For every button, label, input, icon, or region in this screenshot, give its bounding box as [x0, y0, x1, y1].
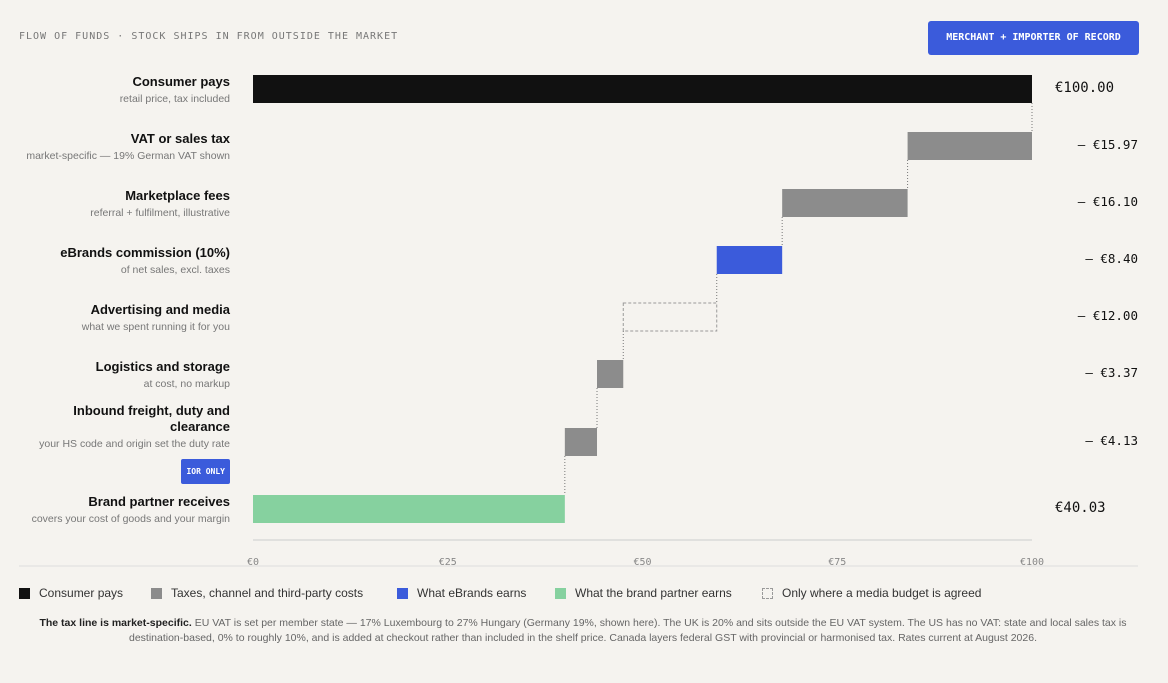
row-title: Brand partner receives: [88, 494, 230, 509]
value-label: – €8.40: [1085, 251, 1138, 266]
badge-wrap: IOR ONLY: [15, 450, 230, 484]
bar: [782, 189, 908, 217]
legend-item: Consumer pays: [19, 586, 123, 600]
row-label: Logistics and storage at cost, no markup: [15, 359, 230, 390]
row-label: Advertising and media what we spent runni…: [15, 302, 230, 333]
bar: [716, 246, 783, 274]
row-sublabel: what we spent running it for you: [81, 321, 230, 333]
row-sublabel: at cost, no markup: [143, 378, 230, 390]
header-title: FLOW OF FUNDS · STOCK SHIPS IN FROM OUTS…: [19, 31, 399, 42]
legend-swatch: [397, 587, 408, 599]
legend-item: What eBrands earns: [397, 586, 526, 600]
row-label: eBrands commission (10%) of net sales, ex…: [15, 245, 230, 276]
x-tick-label: €50: [633, 557, 651, 568]
row-label: VAT or sales tax market-specific — 19% Ge…: [15, 131, 230, 162]
footnote-bold: The tax line is market-specific.: [39, 617, 192, 629]
row-sublabel: referral + fulfilment, illustrative: [90, 207, 230, 219]
row-sublabel: market-specific — 19% German VAT shown: [26, 150, 230, 162]
mode-button[interactable]: MERCHANT + IMPORTER OF RECORD: [928, 21, 1139, 55]
row-title: Marketplace fees: [125, 188, 230, 203]
row-sublabel: retail price, tax included: [119, 93, 230, 105]
row-title: Inbound freight, duty and clearance: [73, 403, 230, 434]
bar: [907, 132, 1032, 160]
value-label: – €4.13: [1085, 433, 1138, 448]
x-tick-label: €100: [1020, 557, 1044, 568]
legend-item: What the brand partner earns: [555, 586, 732, 600]
legend-label: Only where a media budget is agreed: [782, 586, 982, 600]
legend-swatch: [19, 587, 30, 599]
footnote-text: EU VAT is set per member state — 17% Lux…: [128, 617, 1127, 644]
row-title: Advertising and media: [90, 302, 230, 317]
row-sublabel: covers your cost of goods and your margi…: [31, 513, 230, 525]
row-label: Inbound freight, duty and clearance your …: [15, 403, 230, 484]
legend-item: Only where a media budget is agreed: [762, 586, 981, 600]
row-title: Consumer pays: [132, 74, 230, 89]
row-title: eBrands commission (10%): [60, 245, 230, 260]
legend-label: Taxes, channel and third-party costs: [171, 586, 364, 600]
legend-label: What eBrands earns: [417, 586, 527, 600]
bar: [622, 302, 718, 332]
x-tick-label: €75: [828, 557, 846, 568]
x-tick-label: €0: [247, 557, 259, 568]
legend-item: Taxes, channel and third-party costs: [151, 586, 363, 600]
legend-label: What the brand partner earns: [575, 586, 732, 600]
badge: IOR ONLY: [181, 459, 230, 484]
legend-swatch: [555, 587, 566, 599]
value-label: – €15.97: [1077, 137, 1138, 152]
row-label: Consumer pays retail price, tax included: [15, 74, 230, 105]
bar: [597, 360, 624, 388]
footnote: The tax line is market-specific. EU VAT …: [28, 616, 1138, 646]
row-label: Brand partner receives covers your cost o…: [15, 494, 230, 525]
row-sublabel: your HS code and origin set the duty rat…: [39, 438, 230, 450]
bar: [253, 495, 565, 523]
value-label: €100.00: [1055, 80, 1115, 96]
value-label: – €12.00: [1077, 308, 1138, 323]
bar: [564, 428, 598, 456]
legend-swatch: [151, 587, 162, 599]
value-label: – €16.10: [1077, 194, 1138, 209]
legend-label: Consumer pays: [39, 586, 124, 600]
value-label: €40.03: [1055, 500, 1106, 516]
value-label: – €3.37: [1085, 365, 1138, 380]
row-sublabel: of net sales, excl. taxes: [120, 264, 230, 276]
legend-swatch: [762, 587, 773, 599]
bar: [253, 75, 1032, 103]
row-title: VAT or sales tax: [130, 131, 230, 146]
row-label: Marketplace fees referral + fulfilment, i…: [15, 188, 230, 219]
row-title: Logistics and storage: [95, 359, 230, 374]
x-tick-label: €25: [439, 557, 457, 568]
